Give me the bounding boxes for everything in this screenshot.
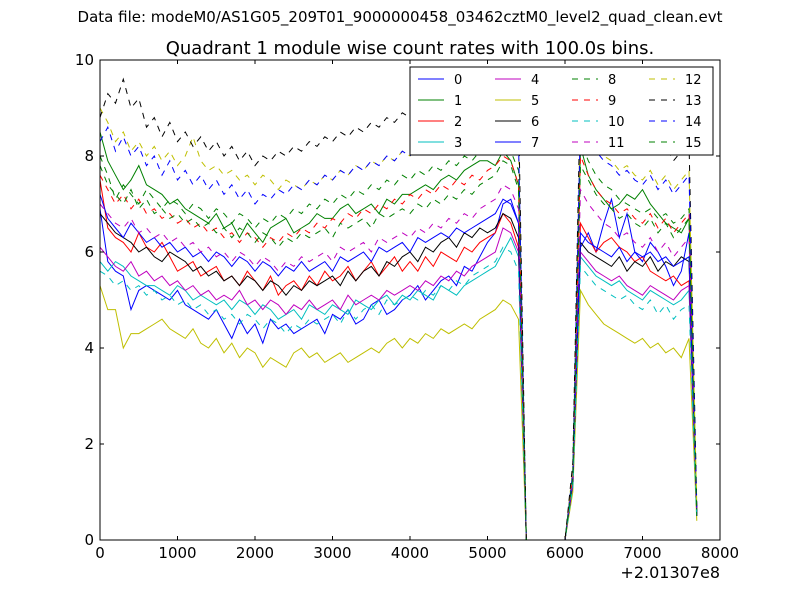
legend-label-15: 15 (685, 136, 702, 151)
x-tick-label: 5000 (468, 544, 506, 562)
series-line-5 (99, 285, 698, 541)
series-line-0 (99, 197, 698, 541)
data-file-suptitle: Data file: modeM0/AS1G05_209T01_90000004… (77, 8, 723, 26)
series-line-10 (99, 246, 698, 541)
series-line-6 (99, 212, 698, 541)
series-line-1 (99, 131, 698, 541)
y-tick-label: 6 (84, 243, 94, 261)
legend-label-14: 14 (685, 115, 702, 130)
x-tick-label: 4000 (391, 544, 429, 562)
x-tick-label: 7000 (623, 544, 661, 562)
series-line-4 (99, 227, 698, 541)
legend-label-1: 1 (454, 94, 462, 109)
x-tick-label: 3000 (313, 544, 351, 562)
x-tick-label: 1000 (158, 544, 196, 562)
series-line-2 (99, 179, 698, 541)
legend-label-0: 0 (454, 73, 462, 88)
legend-label-7: 7 (531, 136, 539, 151)
series-line-15 (99, 160, 698, 541)
y-tick-label: 4 (84, 339, 94, 357)
legend-label-11: 11 (608, 136, 625, 151)
legend-label-9: 9 (608, 94, 616, 109)
y-tick-label: 10 (75, 51, 94, 69)
legend-label-12: 12 (685, 73, 702, 88)
x-tick-label: 2000 (236, 544, 274, 562)
x-tick-label: 6000 (546, 544, 584, 562)
series-line-8 (99, 140, 698, 541)
legend-box (409, 66, 714, 156)
series-line-14 (99, 112, 698, 541)
legend-label-4: 4 (531, 73, 539, 88)
series-line-11 (99, 184, 698, 541)
legend-label-3: 3 (454, 136, 462, 151)
x-axis-offset-label: +2.01307e8 (620, 563, 720, 582)
y-tick-label: 8 (84, 147, 94, 165)
legend-label-5: 5 (531, 94, 539, 109)
x-tick-label: 8000 (701, 544, 739, 562)
legend-label-10: 10 (608, 115, 625, 130)
legend-label-13: 13 (685, 94, 702, 109)
legend-label-6: 6 (531, 115, 539, 130)
legend-label-8: 8 (608, 73, 616, 88)
series-line-12 (99, 107, 698, 541)
legend-label-2: 2 (454, 115, 462, 130)
series-line-7 (99, 194, 698, 541)
y-tick-label: 0 (84, 531, 94, 549)
y-tick-label: 2 (84, 435, 94, 453)
x-tick-label: 0 (95, 544, 105, 562)
series-line-3 (99, 236, 698, 541)
chart-title: Quadrant 1 module wise count rates with … (166, 38, 655, 59)
